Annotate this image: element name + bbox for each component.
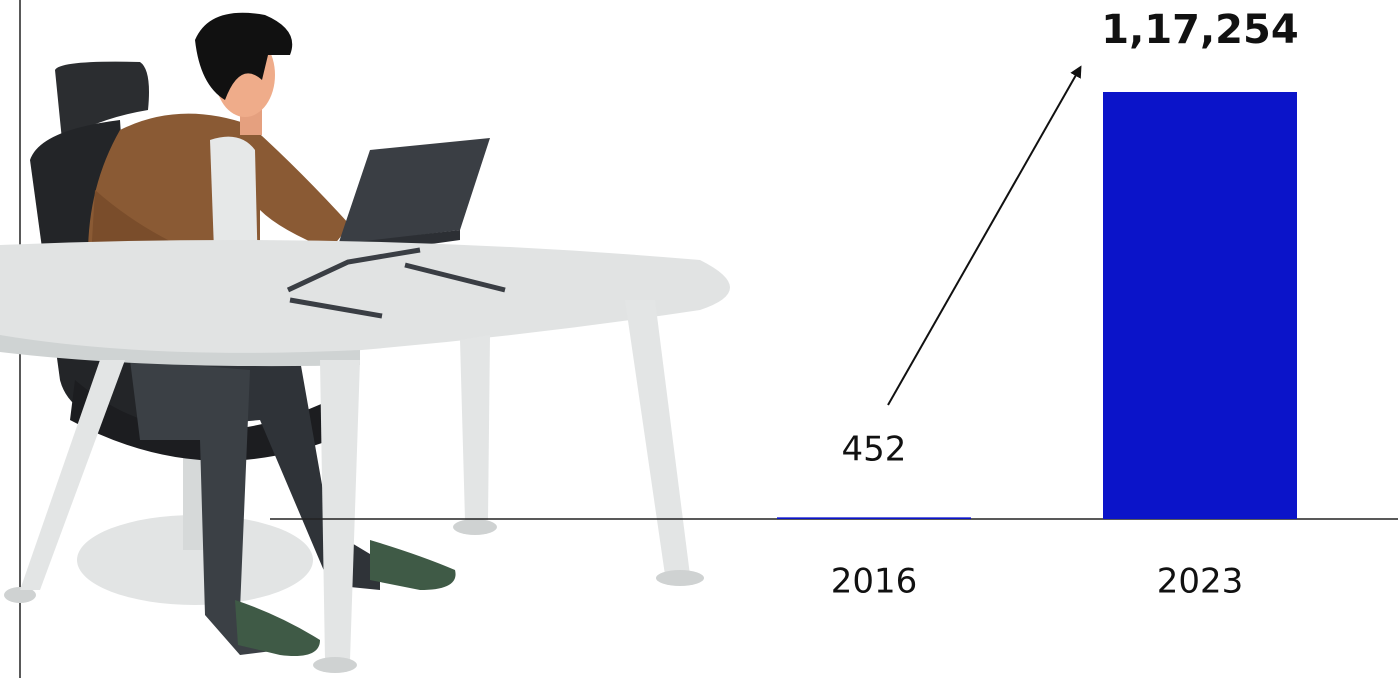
illustration (0, 12, 730, 673)
x-tick-label: 2023 (1157, 562, 1244, 602)
x-tick-label: 2016 (831, 562, 918, 602)
value-label: 452 (842, 430, 907, 470)
bar (1103, 92, 1297, 519)
growth-arrow (887, 65, 1082, 406)
bar (777, 517, 971, 519)
value-label: 1,17,254 (1101, 7, 1298, 53)
